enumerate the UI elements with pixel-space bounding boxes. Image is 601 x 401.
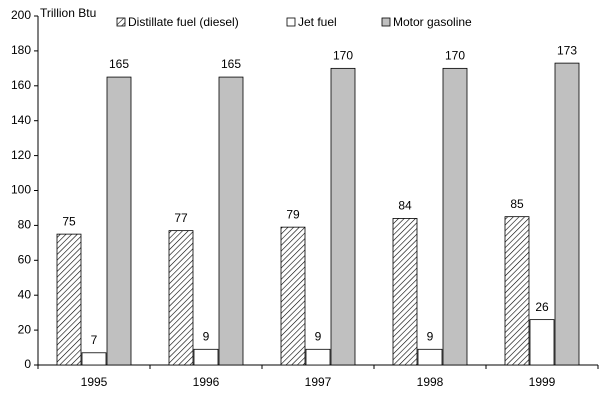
value-label: 165 bbox=[109, 57, 129, 71]
y-tick-label: 120 bbox=[11, 148, 31, 162]
value-label: 84 bbox=[398, 199, 412, 213]
value-label: 7 bbox=[91, 333, 98, 347]
value-label: 75 bbox=[62, 214, 76, 228]
x-tick-label: 1995 bbox=[81, 375, 108, 389]
y-tick-label: 100 bbox=[11, 183, 31, 197]
legend-swatch bbox=[381, 17, 391, 27]
x-tick-label: 1996 bbox=[193, 375, 220, 389]
y-tick-label: 140 bbox=[11, 113, 31, 127]
bar bbox=[81, 352, 107, 366]
legend-swatch bbox=[116, 17, 126, 27]
bar bbox=[305, 348, 331, 366]
y-tick-label: 0 bbox=[24, 357, 31, 371]
value-label: 85 bbox=[510, 197, 524, 211]
x-tick-label: 1999 bbox=[529, 375, 556, 389]
value-label: 165 bbox=[221, 57, 241, 71]
y-tick-label: 180 bbox=[11, 43, 31, 57]
bar bbox=[504, 216, 530, 366]
value-label: 77 bbox=[174, 211, 188, 225]
y-tick-label: 40 bbox=[18, 287, 32, 301]
value-label: 26 bbox=[535, 300, 549, 314]
legend-label: Motor gasoline bbox=[393, 15, 472, 29]
bar bbox=[280, 226, 306, 366]
y-tick-label: 200 bbox=[11, 8, 31, 22]
bar bbox=[417, 348, 443, 366]
y-tick-label: 80 bbox=[18, 218, 32, 232]
value-label: 9 bbox=[427, 329, 434, 343]
legend-label: Jet fuel bbox=[298, 15, 337, 29]
legend-label: Distillate fuel (diesel) bbox=[128, 15, 239, 29]
value-label: 173 bbox=[557, 43, 577, 57]
y-tick-label: 160 bbox=[11, 78, 31, 92]
bar bbox=[392, 218, 418, 366]
x-tick-label: 1997 bbox=[305, 375, 332, 389]
bar bbox=[529, 319, 555, 366]
legend-swatch bbox=[286, 17, 296, 27]
value-label: 170 bbox=[445, 49, 465, 63]
x-tick-label: 1998 bbox=[417, 375, 444, 389]
bar bbox=[193, 348, 219, 366]
bar bbox=[218, 76, 244, 366]
y-tick-label: 20 bbox=[18, 322, 32, 336]
y-tick-label: 60 bbox=[18, 252, 32, 266]
bar bbox=[442, 67, 468, 366]
value-label: 9 bbox=[203, 329, 210, 343]
bar bbox=[106, 76, 132, 366]
bar bbox=[168, 230, 194, 366]
value-label: 79 bbox=[286, 207, 300, 221]
value-label: 9 bbox=[315, 329, 322, 343]
y-axis-label: Trillion Btu bbox=[40, 6, 96, 20]
bar bbox=[56, 233, 82, 366]
value-label: 170 bbox=[333, 49, 353, 63]
bar bbox=[330, 67, 356, 366]
bar bbox=[554, 62, 580, 366]
